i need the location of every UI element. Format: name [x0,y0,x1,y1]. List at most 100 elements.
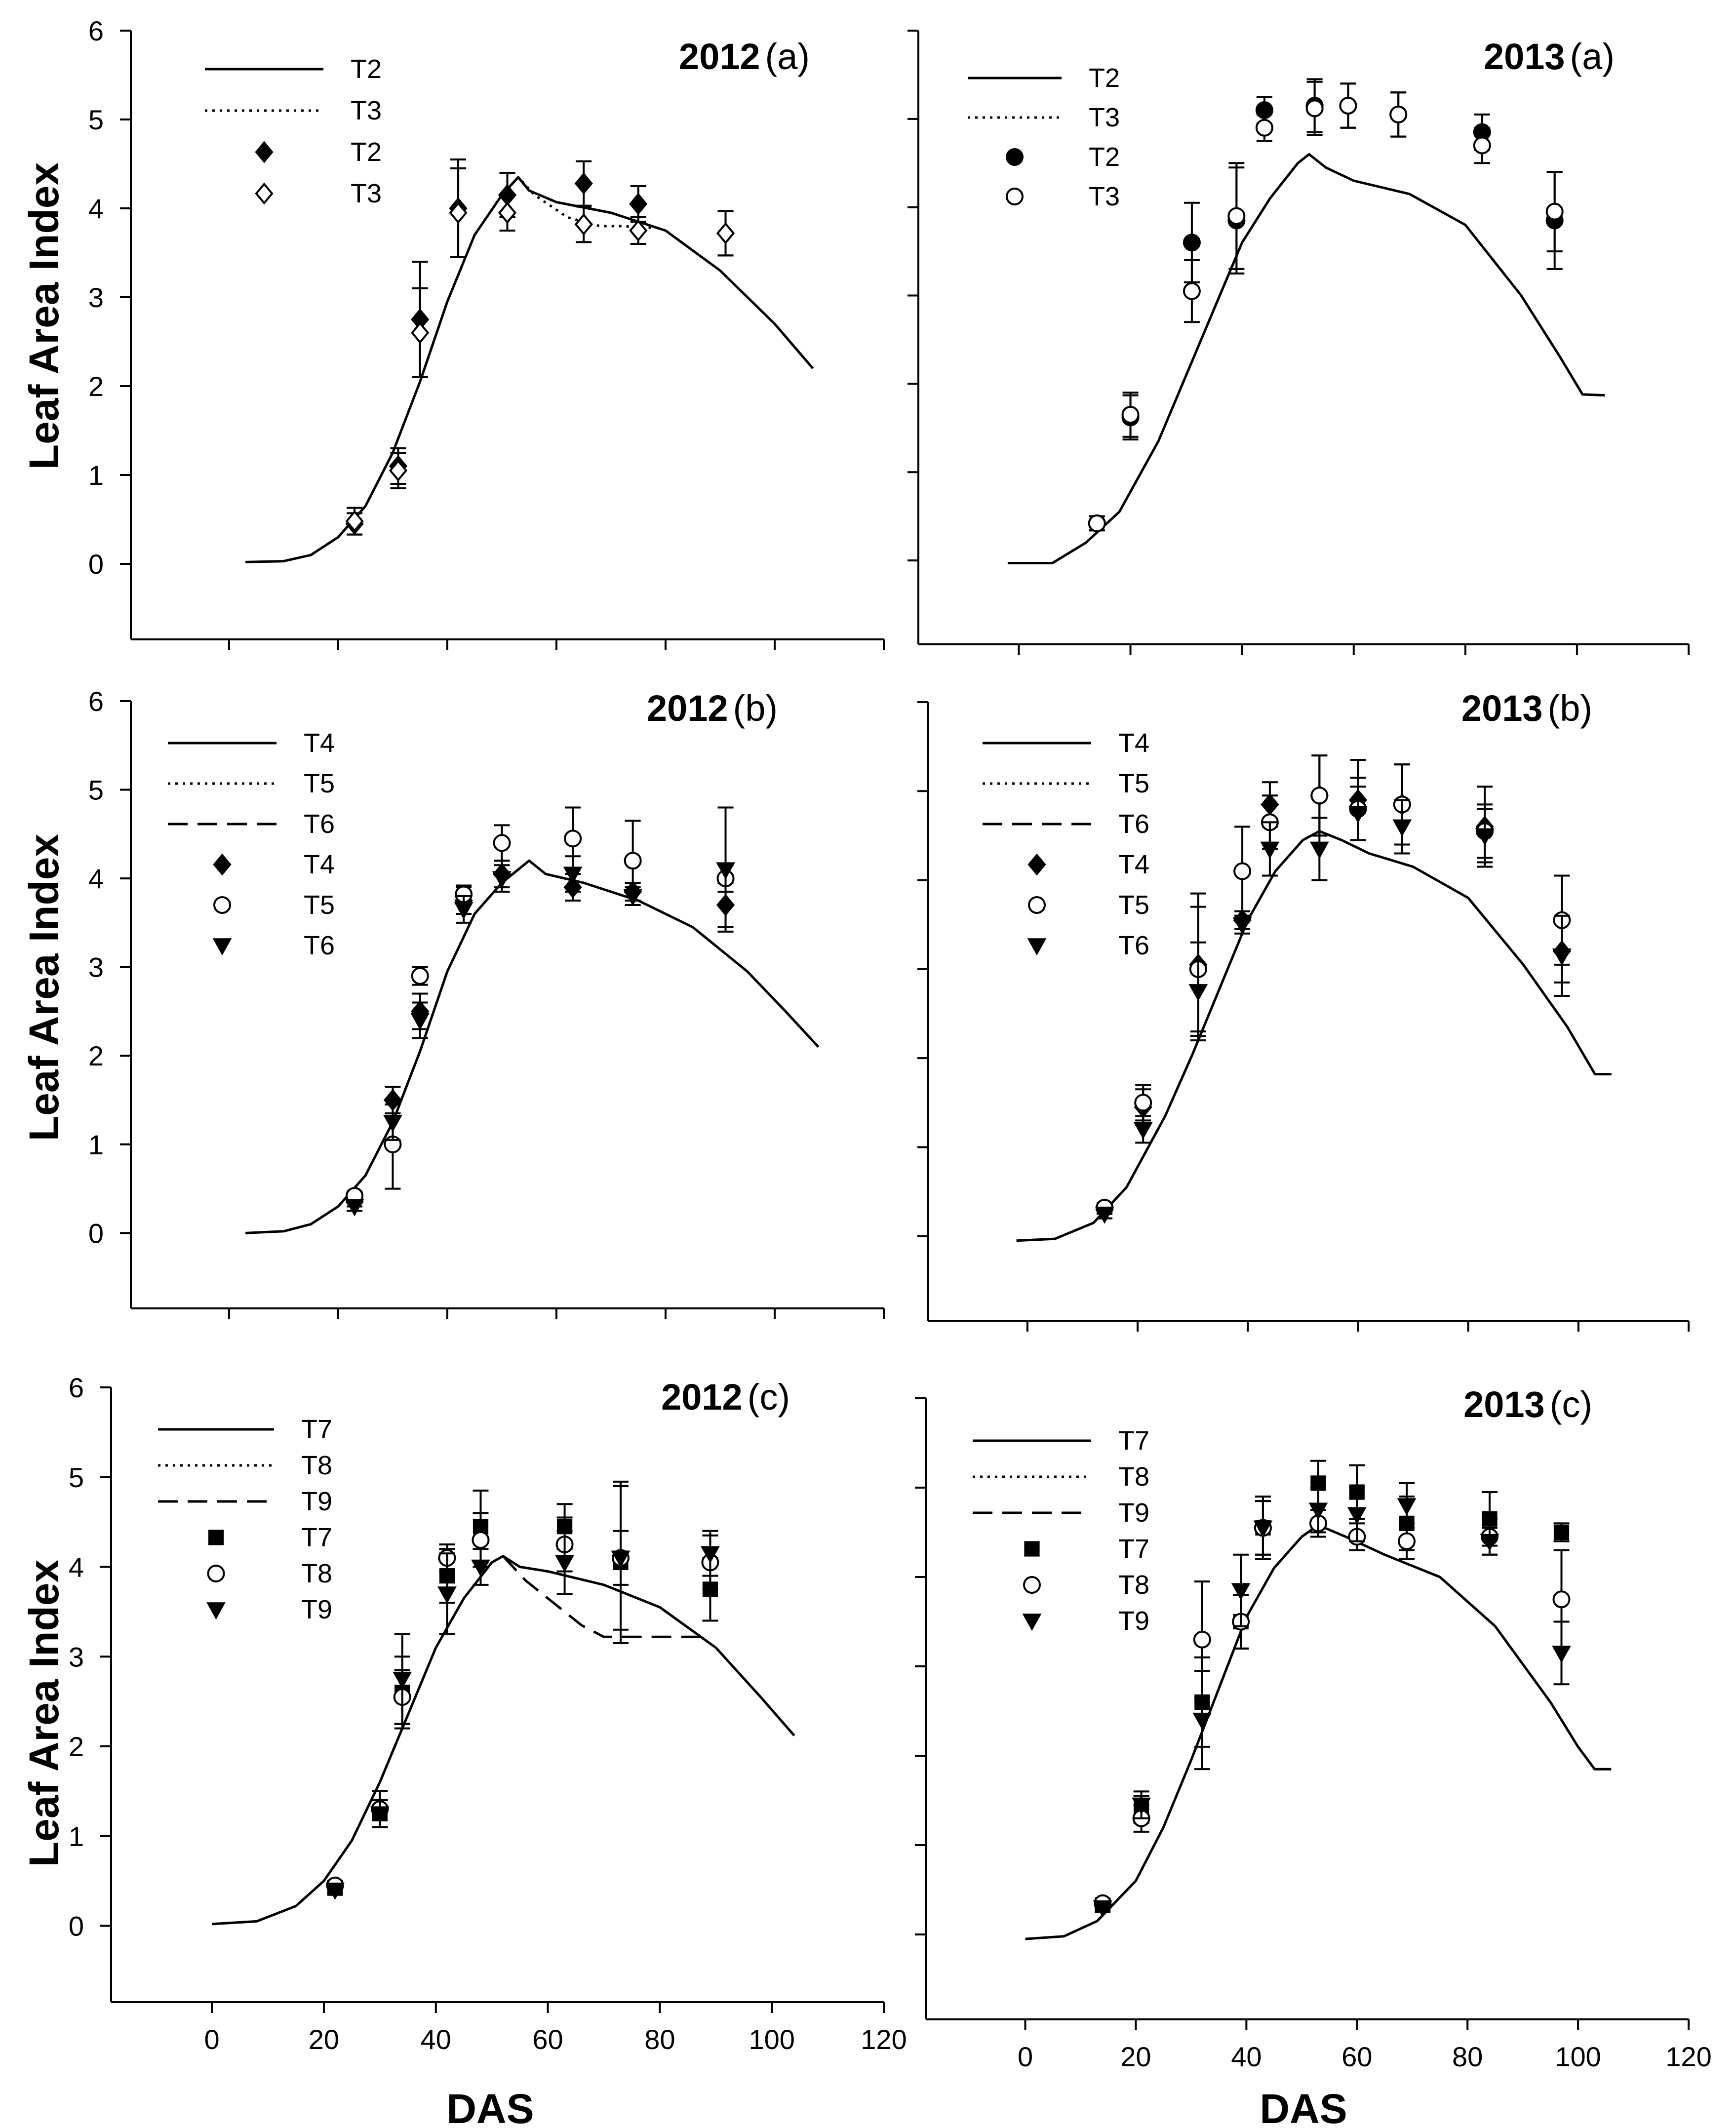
data-point [1389,105,1408,123]
data-point [1233,862,1252,880]
data-point [1133,1122,1153,1140]
legend-marker-swatch [207,1565,225,1582]
data-point [325,1883,345,1900]
data-point [716,222,735,244]
legend-label: T9 [1118,1606,1149,1636]
panel-title: 2013 (c) [1463,1384,1592,1425]
x-tick-label: 40 [1231,2041,1262,2072]
data-point [629,193,648,215]
data-point [454,902,473,920]
panel-title-year: 2012 [679,36,760,77]
data-point [1552,948,1572,966]
x-tick-label: 120 [861,2024,907,2055]
panel-title-letter: (b) [1548,688,1592,729]
simulated-line [1016,829,1612,1242]
data-point [1132,1797,1151,1815]
panel-2013a: 2013 (a) T2 T3 T2 T3 [907,30,1690,655]
x-tick-label: 80 [1452,2041,1483,2072]
legend-marker-swatch [1028,896,1046,914]
simulated-line [501,176,655,230]
simulated-line [1007,153,1605,564]
data-point [1552,1646,1571,1663]
legend-marker-swatch [1027,938,1047,956]
y-axis-label-middle: Leaf Area Index [21,833,67,1141]
y-tick-label: 1 [88,1129,104,1160]
panel-title: 2012 (a) [679,36,810,77]
y-tick-label: 1 [69,1821,84,1852]
data-point [1397,1498,1417,1516]
legend-label: T9 [1118,1498,1149,1528]
simulated-line [502,1555,705,1638]
y-axis-label-top: Leaf Area Index [21,162,67,470]
legend-label: T8 [1118,1462,1149,1492]
y-tick-label: 5 [88,775,104,806]
data-point [492,871,512,889]
legend-label: T3 [351,179,382,208]
x-tick-label: 20 [1120,2041,1151,2072]
legend-marker-swatch [1006,188,1024,205]
data-point [1231,1583,1251,1601]
legend-marker-swatch [1006,148,1024,166]
data-point [611,1550,631,1568]
y-axis-label-bottom: Leaf Area Index [21,1559,67,1867]
panel-2013c: 0 20 40 60 80 100 120 2013 (c) T7 T8 T9 T7 T8 T9 [915,1384,1712,2072]
data-point [471,1559,490,1577]
y-tick-label: 2 [69,1731,84,1762]
x-tick-label: 60 [532,2024,563,2055]
panel-title-year: 2013 [1484,36,1565,77]
data-point [624,852,642,870]
y-tick-label: 1 [88,460,104,491]
data-point [1088,514,1106,532]
legend-label: T5 [1118,890,1149,920]
data-point [1552,1590,1571,1609]
panel-title-letter: (a) [765,36,810,77]
legend-label: T3 [351,96,382,125]
data-point [1193,1630,1211,1649]
data-point [1134,1094,1152,1112]
x-tick-label: 100 [749,2024,794,2055]
legend-marker-swatch [1027,853,1046,876]
data-point [411,967,429,985]
y-tick-label: 0 [88,549,104,580]
legend-marker-swatch [213,853,232,876]
y-tick-label: 4 [69,1552,84,1583]
legend-label: T2 [351,137,382,167]
x-tick-label: 120 [1665,2041,1711,2072]
data-point [1253,1520,1273,1538]
legend-label: T7 [301,1523,332,1552]
panel-title: 2012 (b) [647,688,778,729]
x-tick-label: 100 [1555,2041,1601,2072]
data-point [389,459,408,482]
data-point [411,321,430,344]
legend-marker-swatch [212,938,232,956]
x-tick-label: 0 [204,2024,220,2055]
data-point [1392,819,1412,837]
legend-marker-swatch [255,182,274,205]
y-tick-label: 6 [88,15,104,46]
y-tick-label: 3 [69,1641,84,1672]
x-axis-label-right: DAS [1260,2086,1347,2128]
data-point [1398,1532,1416,1550]
data-point [1093,1900,1112,1918]
y-tick-label: 5 [69,1462,84,1493]
legend-label: T7 [301,1415,332,1444]
legend-label: T8 [1118,1570,1149,1600]
legend-marker-swatch [1022,1614,1042,1631]
x-tick-label: 20 [309,2024,339,2055]
panel-2012a: 0 1 2 3 4 5 6 2012 (a) T2 T3 T2 T3 [88,15,885,650]
data-point [701,1546,720,1564]
data-point [574,213,593,236]
panel-title: 2013 (b) [1461,688,1592,729]
data-point [437,1586,457,1604]
data-point [1347,1507,1367,1525]
data-point [564,829,582,848]
panel-title-letter: (a) [1570,36,1615,77]
data-point [1095,1206,1114,1224]
legend-label: T2 [1089,63,1120,93]
legend-marker-swatch [208,1530,224,1545]
data-point [1121,405,1140,424]
data-point [1308,1502,1328,1520]
legend-label: T8 [301,1559,332,1588]
panel-2013b: 2013 (b) T4 T5 T6 T4 T5 T6 [917,688,1690,1332]
y-tick-label: 0 [69,1911,84,1942]
